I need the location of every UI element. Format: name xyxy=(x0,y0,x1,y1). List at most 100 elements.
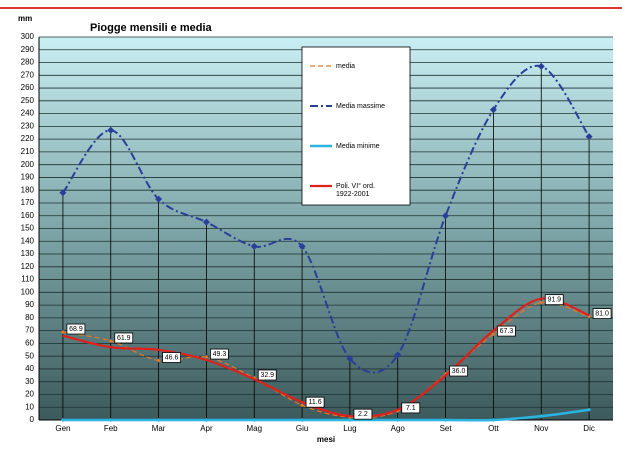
point xyxy=(491,332,496,337)
y-tick-label: 110 xyxy=(21,275,34,284)
legend-label: Poli. VI° ord. 1922-2001 xyxy=(336,182,375,198)
legend-label: Media massime xyxy=(336,103,385,110)
y-tick-label: 20 xyxy=(25,390,34,399)
x-tick-label: Nov xyxy=(534,424,548,433)
point xyxy=(489,106,497,114)
y-tick-label: 80 xyxy=(25,313,34,322)
point xyxy=(204,355,209,360)
point xyxy=(60,330,65,335)
data-label: 2.2 xyxy=(358,411,368,418)
point xyxy=(346,355,354,363)
point xyxy=(60,418,65,422)
y-tick-label: 260 xyxy=(21,83,35,92)
point xyxy=(539,414,544,419)
point xyxy=(442,212,450,220)
legend: media Media massime Media minime Poli. VI° … xyxy=(301,46,411,206)
data-label: 91.9 xyxy=(547,297,561,304)
legend-label-line: 1922-2001 xyxy=(336,191,370,198)
data-label-box xyxy=(497,325,516,337)
x-tick-label: Dic xyxy=(583,424,595,433)
point xyxy=(300,403,305,408)
legend-label: media xyxy=(336,63,355,70)
y-tick-label: 270 xyxy=(21,70,35,79)
point xyxy=(537,62,545,70)
y-tick-label: 200 xyxy=(21,160,35,169)
data-label: 36.0 xyxy=(452,368,466,375)
data-label: 67.3 xyxy=(500,328,514,335)
point xyxy=(539,300,544,305)
y-tick-label: 30 xyxy=(25,377,34,386)
point xyxy=(156,418,161,422)
y-tick-label: 250 xyxy=(21,96,35,105)
y-tick-label: 190 xyxy=(21,173,35,182)
point xyxy=(300,418,305,422)
x-tick-label: Set xyxy=(440,424,453,433)
legend-label-line: Poli. VI° ord. xyxy=(336,182,375,190)
point xyxy=(395,418,400,422)
y-tick-label: 240 xyxy=(21,109,35,118)
data-label: 32.9 xyxy=(260,372,274,379)
data-label: 7.1 xyxy=(406,405,416,412)
chart-title: Piogge mensili e media xyxy=(90,22,213,34)
y-tick-label: 220 xyxy=(21,134,35,143)
data-label: 61.9 xyxy=(117,335,131,342)
point xyxy=(108,338,113,343)
data-label-box xyxy=(401,402,421,414)
data-label-box xyxy=(305,396,325,408)
data-label: 46.6 xyxy=(165,354,179,361)
legend-label: Media minime xyxy=(336,143,380,150)
x-tick-label: Giu xyxy=(296,424,308,433)
y-tick-label: 60 xyxy=(25,339,34,348)
y-tick-label: 160 xyxy=(21,211,35,220)
data-label-box xyxy=(114,332,134,344)
point xyxy=(202,218,210,226)
data-label: 81.0 xyxy=(595,310,609,317)
y-tick-label: 90 xyxy=(25,300,34,309)
y-tick-label: 180 xyxy=(21,185,35,194)
point xyxy=(585,133,593,141)
series-line xyxy=(62,408,590,422)
point xyxy=(587,407,592,412)
x-axis-label: mesi xyxy=(317,435,335,444)
data-label: 68.9 xyxy=(69,326,83,333)
data-label-box xyxy=(210,348,229,360)
data-label-box xyxy=(353,408,373,420)
point xyxy=(59,189,67,197)
point xyxy=(204,418,209,422)
y-tick-label: 150 xyxy=(21,224,35,233)
point xyxy=(250,242,258,250)
y-tick-label: 130 xyxy=(21,249,35,258)
legend-box xyxy=(301,46,411,206)
y-tick-label: 100 xyxy=(21,287,35,296)
data-label-box xyxy=(162,352,181,363)
point xyxy=(107,126,115,134)
y-tick-label: 290 xyxy=(21,45,35,54)
data-label: 11.6 xyxy=(309,399,322,406)
data-label-box xyxy=(449,365,468,377)
y-axis-label: mm xyxy=(18,14,32,23)
point xyxy=(155,195,163,203)
x-tick-label: Mag xyxy=(246,424,262,433)
point xyxy=(443,418,448,422)
data-label: 49.3 xyxy=(213,351,227,358)
x-tick-label: Mar xyxy=(152,424,166,433)
y-tick-label: 280 xyxy=(21,58,35,67)
point xyxy=(394,351,402,359)
point xyxy=(252,418,257,422)
y-tick-label: 0 xyxy=(30,415,35,424)
point xyxy=(108,418,113,422)
y-tick-label: 40 xyxy=(25,364,34,373)
x-tick-label: Apr xyxy=(200,424,213,433)
y-tick-label: 230 xyxy=(21,121,35,130)
x-tick-label: Ott xyxy=(488,424,499,433)
data-label-box xyxy=(592,308,612,319)
x-tick-label: Feb xyxy=(104,424,118,433)
y-tick-label: 70 xyxy=(25,326,34,335)
y-tick-label: 140 xyxy=(21,236,35,245)
data-label-box xyxy=(544,294,564,306)
point xyxy=(298,242,306,250)
y-tick-label: 210 xyxy=(21,147,35,156)
y-tick-label: 300 xyxy=(21,32,35,41)
data-label-box xyxy=(66,323,86,335)
